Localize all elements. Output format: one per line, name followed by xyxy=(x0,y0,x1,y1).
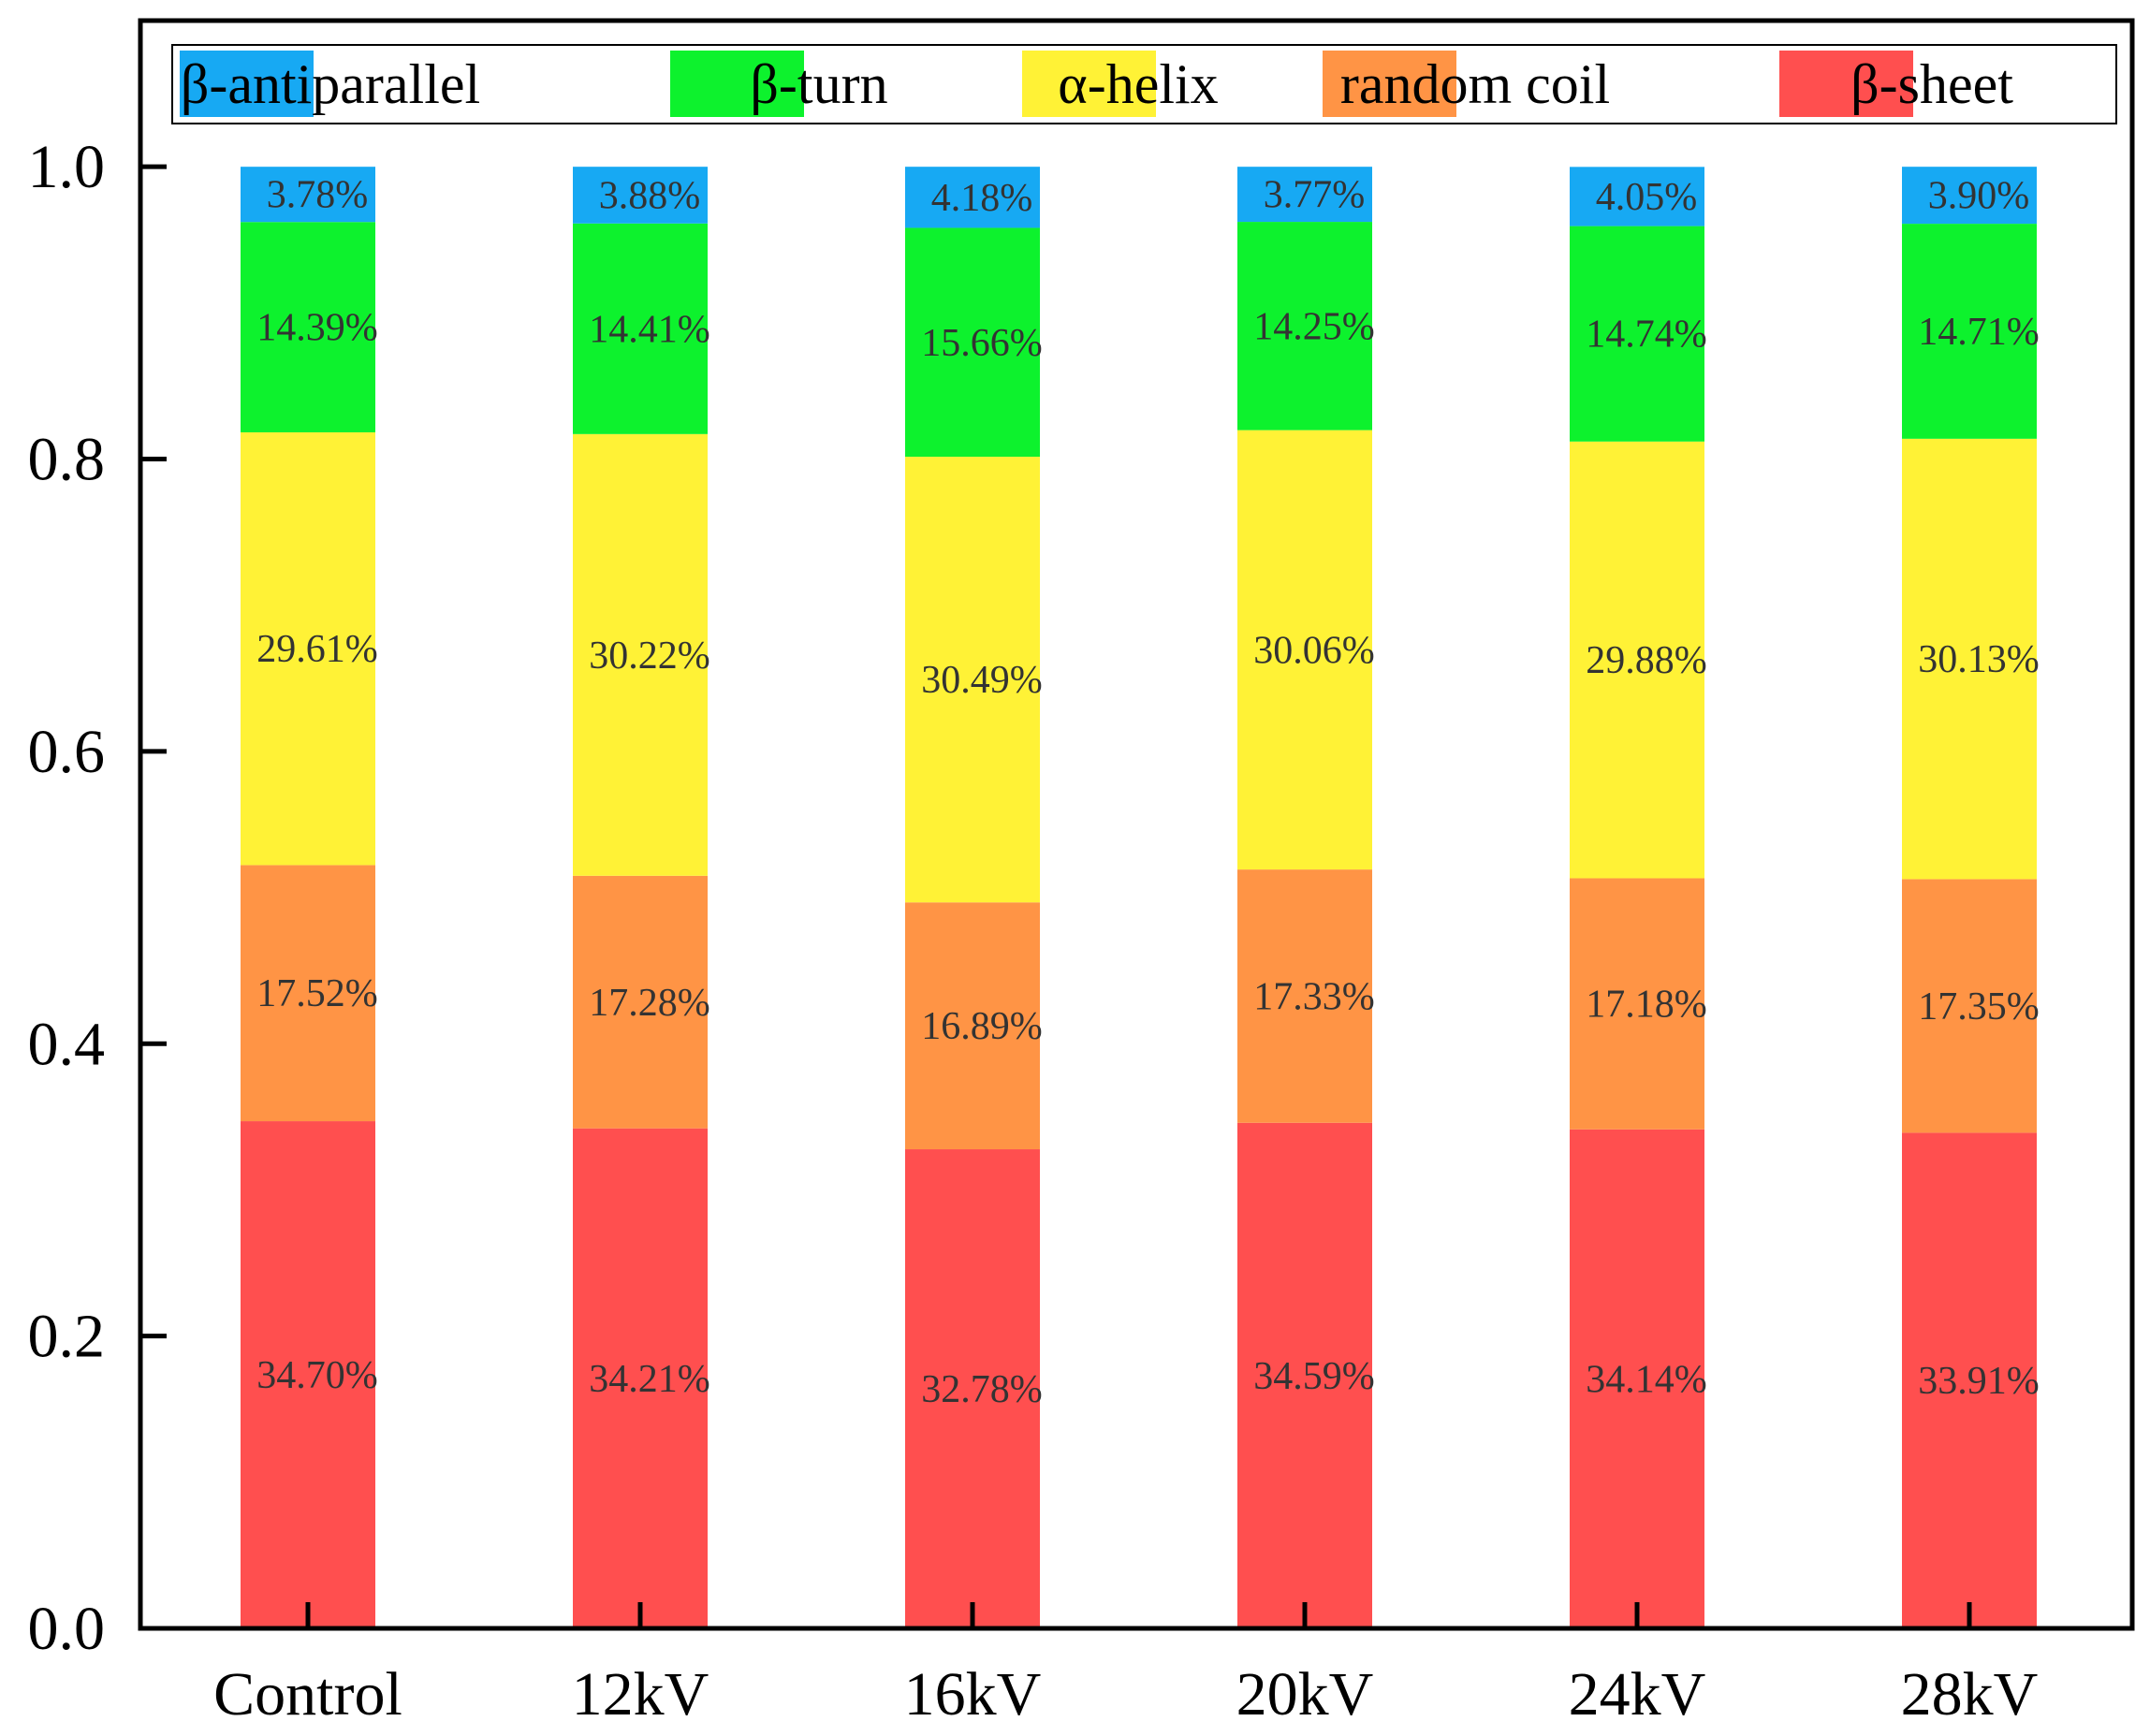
bar-random-coil-control xyxy=(241,865,375,1122)
data-label-alpha-helix-16kv: 30.49% xyxy=(921,659,1043,702)
bar-alpha-helix-16kv xyxy=(905,457,1040,903)
bar-beta-turn-control xyxy=(241,222,375,432)
data-label-beta-antiparallel-12kv: 3.88% xyxy=(599,174,701,217)
data-label-beta-turn-28kv: 14.71% xyxy=(1918,311,2040,354)
data-label-random-coil-12kv: 17.28% xyxy=(589,982,710,1025)
bar-beta-turn-12kv xyxy=(573,223,708,434)
data-label-alpha-helix-12kv: 30.22% xyxy=(589,635,710,678)
bar-beta-turn-24kv xyxy=(1570,226,1704,442)
data-label-beta-turn-16kv: 15.66% xyxy=(921,322,1043,365)
bar-beta-sheet-28kv xyxy=(1902,1132,2037,1628)
data-label-alpha-helix-28kv: 30.13% xyxy=(1918,638,2040,681)
x-tick-label-16kv: 16kV xyxy=(904,1660,1042,1729)
data-label-beta-antiparallel-20kv: 3.77% xyxy=(1264,174,1366,217)
bar-alpha-helix-12kv xyxy=(573,433,708,876)
x-tick-label-28kv: 28kV xyxy=(1901,1660,2039,1729)
y-tick-label: 0.6 xyxy=(28,718,106,786)
legend-swatch-alpha-helix xyxy=(1022,51,1156,117)
bar-alpha-helix-control xyxy=(241,431,375,866)
y-tick-label: 1.0 xyxy=(28,133,106,201)
data-label-beta-turn-control: 14.39% xyxy=(256,307,378,350)
data-labels-layer: 34.70% 17.52% 29.61% 14.39% 3.78% 34.21% 17.28… xyxy=(256,174,2040,1411)
data-label-random-coil-16kv: 16.89% xyxy=(921,1005,1043,1048)
bar-beta-sheet-control xyxy=(241,1121,375,1628)
legend-swatch-beta-sheet xyxy=(1779,51,1913,117)
x-tick-label-20kv: 20kV xyxy=(1236,1660,1374,1729)
legend: β-antiparallel β-turn α-helix random coil β-… xyxy=(171,44,2117,124)
bar-alpha-helix-24kv xyxy=(1570,441,1704,879)
bar-beta-antiparallel-control xyxy=(241,167,375,223)
legend-label-alpha-helix: α-helix xyxy=(1058,53,1218,115)
bar-random-coil-20kv xyxy=(1237,869,1372,1123)
bars-layer xyxy=(241,167,2037,1628)
data-label-alpha-helix-24kv: 29.88% xyxy=(1586,639,1707,682)
bar-beta-antiparallel-20kv xyxy=(1237,167,1372,223)
data-label-beta-antiparallel-16kv: 4.18% xyxy=(931,177,1033,220)
data-label-random-coil-24kv: 17.18% xyxy=(1586,984,1707,1027)
data-label-alpha-helix-20kv: 30.06% xyxy=(1253,629,1375,672)
bar-random-coil-24kv xyxy=(1570,878,1704,1130)
x-tick-label-control: Control xyxy=(213,1660,402,1729)
legend-swatch-beta-antiparallel xyxy=(180,51,314,117)
x-tick-label-24kv: 24kV xyxy=(1569,1660,1706,1729)
data-label-random-coil-control: 17.52% xyxy=(256,972,378,1015)
legend-swatch-random-coil xyxy=(1323,51,1456,117)
x-tick-label-12kv: 12kV xyxy=(572,1660,709,1729)
bar-beta-turn-16kv xyxy=(905,227,1040,458)
legend-label-beta-antiparallel: β-antiparallel xyxy=(181,53,480,115)
bar-random-coil-16kv xyxy=(905,902,1040,1150)
y-tick-label: 0.0 xyxy=(28,1595,106,1663)
data-label-beta-turn-12kv: 14.41% xyxy=(589,308,710,351)
data-label-beta-turn-20kv: 14.25% xyxy=(1253,305,1375,348)
data-label-random-coil-20kv: 17.33% xyxy=(1253,975,1375,1018)
bar-beta-turn-28kv xyxy=(1902,224,2037,439)
bar-beta-turn-20kv xyxy=(1237,222,1372,430)
bar-beta-sheet-20kv xyxy=(1237,1122,1372,1628)
bar-beta-sheet-16kv xyxy=(905,1149,1040,1628)
bar-random-coil-28kv xyxy=(1902,879,2037,1133)
data-label-beta-turn-24kv: 14.74% xyxy=(1586,314,1707,357)
data-label-beta-sheet-control: 34.70% xyxy=(256,1354,378,1397)
bar-beta-antiparallel-28kv xyxy=(1902,167,2037,225)
y-tick-label: 0.4 xyxy=(28,1010,106,1078)
legend-label-beta-turn: β-turn xyxy=(750,53,887,115)
data-label-beta-sheet-16kv: 32.78% xyxy=(921,1368,1043,1411)
data-label-beta-sheet-28kv: 33.91% xyxy=(1918,1360,2040,1403)
bar-random-coil-12kv xyxy=(573,875,708,1129)
data-label-beta-antiparallel-control: 3.78% xyxy=(267,174,369,217)
data-label-beta-sheet-24kv: 34.14% xyxy=(1586,1358,1707,1401)
legend-label-beta-sheet: β-sheet xyxy=(1850,53,2013,115)
y-tick-label: 0.8 xyxy=(28,426,106,494)
data-label-alpha-helix-control: 29.61% xyxy=(256,628,378,671)
y-tick-label: 0.2 xyxy=(28,1303,106,1371)
data-label-beta-sheet-12kv: 34.21% xyxy=(589,1358,710,1401)
data-label-beta-sheet-20kv: 34.59% xyxy=(1253,1355,1375,1398)
legend-swatch-beta-turn xyxy=(670,51,804,117)
bar-beta-antiparallel-16kv xyxy=(905,167,1040,228)
plot-frame xyxy=(138,18,2135,1631)
data-label-beta-antiparallel-28kv: 3.90% xyxy=(1928,175,2030,218)
bar-beta-antiparallel-12kv xyxy=(573,167,708,224)
legend-label-random-coil: random coil xyxy=(1340,53,1610,115)
bar-beta-sheet-24kv xyxy=(1570,1129,1704,1628)
bar-beta-sheet-12kv xyxy=(573,1128,708,1628)
bar-alpha-helix-28kv xyxy=(1902,438,2037,880)
bar-beta-antiparallel-24kv xyxy=(1570,167,1704,226)
data-label-beta-antiparallel-24kv: 4.05% xyxy=(1596,176,1698,219)
bar-alpha-helix-20kv xyxy=(1237,430,1372,870)
data-label-random-coil-28kv: 17.35% xyxy=(1918,985,2040,1028)
axes-layer: 0.0 0.2 0.4 0.6 0.8 1.0 Control 12kV 16kV 20kV 24k… xyxy=(28,133,2039,1729)
